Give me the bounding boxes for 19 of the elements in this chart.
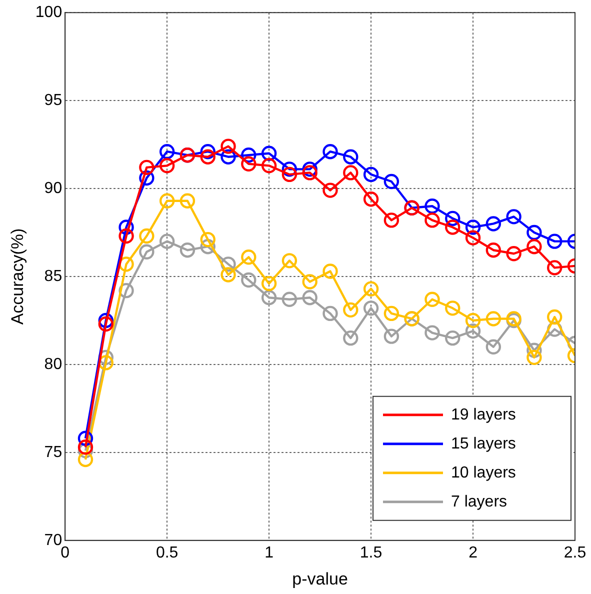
- legend-label: 15 layers: [451, 435, 516, 452]
- x-tick-label: 1: [264, 544, 274, 562]
- x-tick-label: 1.5: [360, 544, 382, 562]
- y-axis-title: Accuracy(%): [8, 228, 27, 325]
- x-tick-label: 2: [468, 544, 478, 562]
- x-axis-title: p-value: [292, 569, 348, 588]
- x-tick-label: 2.5: [564, 544, 586, 562]
- x-tick-label: 0: [60, 544, 70, 562]
- y-tick-label: 80: [44, 356, 62, 373]
- y-tick-label: 90: [44, 180, 62, 197]
- y-tick-label: 85: [44, 268, 62, 285]
- legend-label: 19 layers: [451, 406, 516, 424]
- legend-label: 7 layers: [451, 493, 508, 510]
- y-tick-label: 75: [44, 444, 62, 461]
- x-tick-label: 0.5: [156, 544, 178, 562]
- legend-label: 10 layers: [451, 464, 516, 482]
- y-tick-label: 100: [35, 4, 62, 22]
- y-tick-label: 95: [44, 92, 62, 109]
- y-tick-label: 70: [44, 532, 62, 549]
